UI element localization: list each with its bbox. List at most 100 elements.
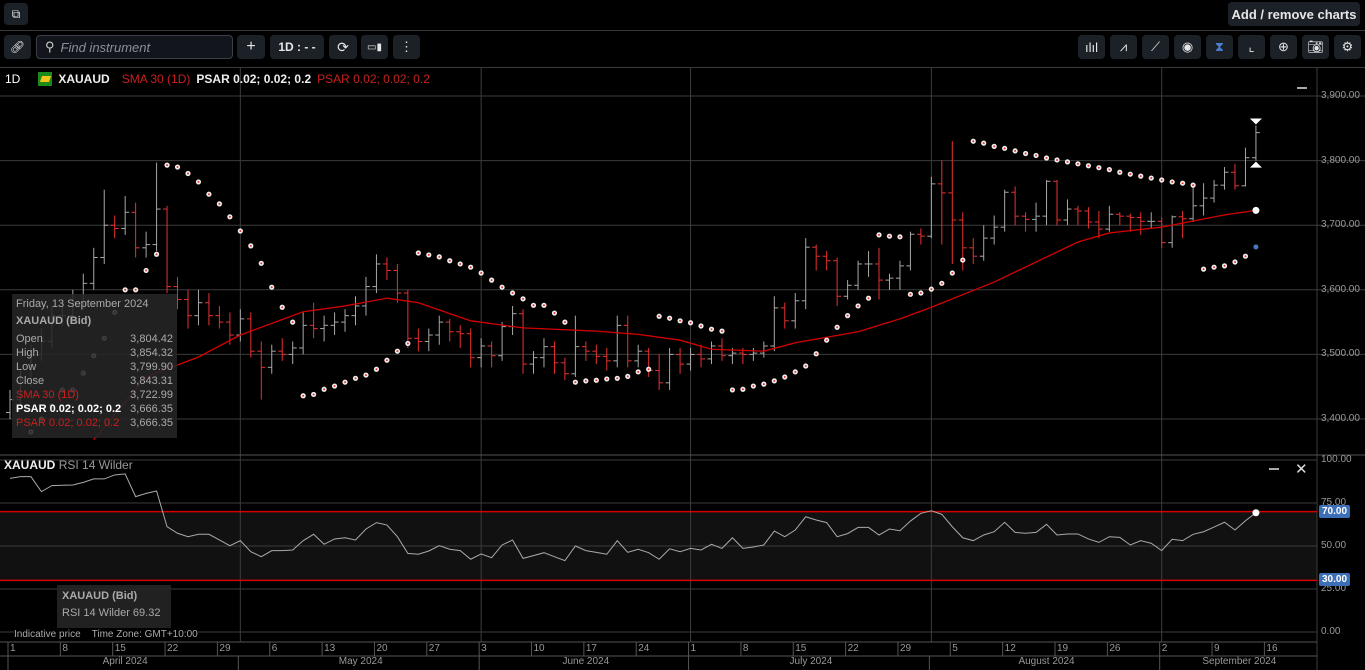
- psar-dot-center: [867, 297, 870, 300]
- chart-legend: 1D XAUAUD SMA 30 (1D) PSAR 0.02; 0.02; 0…: [5, 72, 430, 86]
- psar-dot-center: [804, 365, 807, 368]
- psar-dot-center: [186, 172, 189, 175]
- draw-line-button[interactable]: ⟋: [1142, 35, 1169, 59]
- psar-dot-center: [1192, 184, 1195, 187]
- psar-dot-center: [312, 393, 315, 396]
- indicators-button[interactable]: ⩘: [1110, 35, 1137, 59]
- psar-dot-center: [344, 381, 347, 384]
- rsi-legend: XAUAUD RSI 14 Wilder: [4, 458, 133, 472]
- psar-dot-center: [207, 193, 210, 196]
- tooltip-row: Open 3,804.42: [16, 332, 173, 346]
- week-label: 22: [167, 643, 179, 654]
- price-axis-label: 3,800.00: [1321, 154, 1360, 166]
- week-label: 3: [481, 643, 487, 654]
- close-rsi-pane-icon[interactable]: ✕: [1295, 461, 1308, 478]
- price-axis-label: 3,400.00: [1321, 413, 1360, 424]
- week-label: 17: [585, 643, 597, 654]
- rsi-last-marker: [1252, 509, 1260, 517]
- legend-sma[interactable]: SMA 30 (1D): [121, 72, 191, 86]
- tooltip-value: 3,804.42: [130, 333, 173, 345]
- psar-dot-center: [1171, 180, 1174, 183]
- curve-icon: ⌞: [1248, 39, 1255, 54]
- psar-dot-center: [459, 262, 462, 265]
- psar-dot-center: [773, 379, 776, 382]
- high-marker-icon: [1249, 118, 1262, 125]
- camera-icon: 📷︎: [1307, 39, 1324, 54]
- psar-dot-center: [302, 394, 305, 397]
- week-label: 10: [533, 643, 545, 654]
- week-label: 26: [1109, 643, 1121, 654]
- minimize-price-pane-icon[interactable]: [1297, 87, 1307, 89]
- refresh-button[interactable]: ⟳: [329, 35, 357, 59]
- sma-30-line: [93, 209, 1257, 441]
- more-button[interactable]: ⋮: [393, 35, 420, 59]
- camera-button[interactable]: 📷︎: [1302, 35, 1329, 59]
- zoom-in-button[interactable]: ⊕: [1270, 35, 1297, 59]
- layout-toggle-button[interactable]: ▭▮: [361, 35, 388, 59]
- rsi-line: [9, 473, 1257, 562]
- interval-button[interactable]: 1D : - -: [270, 35, 324, 59]
- psar-dot-center: [333, 385, 336, 388]
- legend-psar-2[interactable]: PSAR 0.02; 0.02; 0.2: [317, 72, 430, 86]
- month-label: June 2024: [562, 656, 610, 667]
- rsi-axis-label: 50.00: [1321, 540, 1347, 551]
- restore-window-button[interactable]: ⧉: [4, 3, 28, 25]
- zoom-in-icon: ⊕: [1278, 39, 1289, 54]
- find-instrument-search[interactable]: ⚲: [36, 35, 233, 59]
- psar-dot: [1253, 244, 1259, 250]
- psar-dot-center: [323, 388, 326, 391]
- psar-dot-center: [1045, 157, 1048, 160]
- psar-dot-center: [710, 328, 713, 331]
- psar-dot-center: [1181, 182, 1184, 185]
- add-remove-charts-button[interactable]: Add / remove charts: [1228, 2, 1360, 26]
- psar-dot-center: [1244, 255, 1247, 258]
- psar-dot-center: [836, 326, 839, 329]
- tooltip-row: PSAR 0.02; 0.02; 0.2 3,666.35: [16, 402, 173, 416]
- psar-dot-center: [364, 374, 367, 377]
- month-label: May 2024: [338, 656, 383, 667]
- psar-dot-center: [741, 388, 744, 391]
- search-icon: ⚲: [45, 39, 55, 54]
- timezone-label: Time Zone: GMT+10:00: [91, 629, 198, 640]
- visibility-eye-button[interactable]: ◉: [1174, 35, 1201, 59]
- psar-dot-center: [291, 321, 294, 324]
- psar-dot-center: [155, 253, 158, 256]
- psar-dot-center: [668, 317, 671, 320]
- rsi-axis-label: 0.00: [1321, 626, 1341, 637]
- psar-dot-center: [281, 306, 284, 309]
- crosshair-marker-button[interactable]: ⧗: [1206, 35, 1233, 59]
- week-label: 6: [271, 643, 278, 654]
- psar-dot-center: [1097, 166, 1100, 169]
- psar-dot-center: [406, 342, 409, 345]
- psar-dot-center: [1223, 264, 1226, 267]
- psar-dot-center: [145, 269, 148, 272]
- legend-symbol[interactable]: XAUAUD: [58, 72, 110, 86]
- gear-button[interactable]: ⚙: [1334, 35, 1361, 59]
- search-input[interactable]: [60, 39, 221, 55]
- week-label: 1: [690, 643, 697, 654]
- tooltip-label: Close: [16, 375, 45, 387]
- tooltip-row: PSAR 0.02; 0.02; 0.2 3,666.35: [16, 416, 173, 430]
- psar-dot-center: [762, 383, 765, 386]
- link-icon: 🔗︎: [9, 40, 26, 54]
- psar-dot-center: [951, 272, 954, 275]
- psar-dot-center: [396, 350, 399, 353]
- psar-dot-center: [1108, 168, 1111, 171]
- bar-chart-type-button[interactable]: ılıl: [1078, 35, 1105, 59]
- psar-dot-center: [1213, 266, 1216, 269]
- psar-dot-center: [166, 164, 169, 167]
- week-label: 29: [219, 643, 231, 654]
- psar-dot-center: [637, 370, 640, 373]
- add-button[interactable]: +: [237, 35, 265, 59]
- curve-button[interactable]: ⌞: [1238, 35, 1265, 59]
- legend-psar-1[interactable]: PSAR 0.02; 0.02; 0.2: [196, 72, 312, 86]
- psar-dot-center: [658, 315, 661, 318]
- minimize-rsi-pane-icon[interactable]: [1269, 468, 1279, 470]
- tooltip-value: 3,722.99: [130, 389, 173, 401]
- psar-dot-center: [542, 304, 545, 307]
- psar-dot-center: [469, 266, 472, 269]
- tooltip-label: Low: [16, 361, 37, 373]
- psar-dot-center: [888, 235, 891, 238]
- link-button[interactable]: 🔗︎: [4, 35, 31, 59]
